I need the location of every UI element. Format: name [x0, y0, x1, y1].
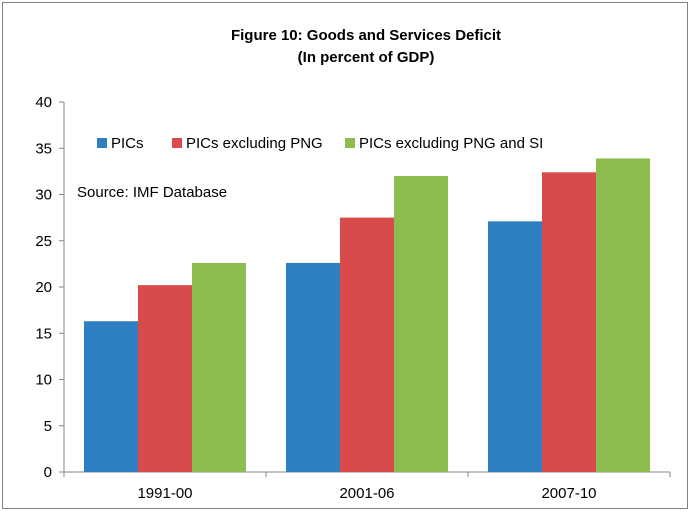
y-tick-label: 0	[44, 464, 52, 481]
bar	[394, 176, 448, 472]
bars	[84, 158, 650, 473]
legend-swatch	[172, 138, 182, 148]
source-note: Source: IMF Database	[77, 184, 227, 201]
legend-swatch	[97, 138, 107, 148]
y-tick-label: 10	[35, 372, 52, 389]
y-tick-label: 25	[35, 233, 52, 250]
chart-subtitle: (In percent of GDP)	[298, 49, 435, 66]
y-tick-label: 20	[35, 279, 52, 296]
y-tick-label: 30	[35, 187, 52, 204]
bar	[138, 285, 192, 472]
chart-title: Figure 10: Goods and Services Deficit	[231, 27, 501, 44]
legend: PICs PICs excluding PNG PICs excluding PNG…	[97, 135, 543, 152]
legend-label: PICs	[111, 135, 144, 152]
bar	[596, 158, 650, 473]
bar	[340, 217, 394, 472]
legend-label: PICs excluding PNG and SI	[359, 135, 543, 152]
bar	[192, 262, 246, 472]
y-tick-label: 35	[35, 140, 52, 157]
x-tick-label: 1991-00	[137, 485, 192, 502]
legend-swatch	[345, 138, 355, 148]
bar	[286, 262, 340, 472]
legend-label: PICs excluding PNG	[186, 135, 323, 152]
x-tick-label: 2001-06	[339, 485, 394, 502]
bar	[84, 321, 138, 472]
y-tick-label: 5	[44, 418, 52, 435]
y-tick-label: 40	[35, 94, 52, 111]
x-tick-label: 2007-10	[541, 485, 596, 502]
bar	[488, 221, 542, 472]
y-tick-label: 15	[35, 325, 52, 342]
bar	[542, 172, 596, 473]
